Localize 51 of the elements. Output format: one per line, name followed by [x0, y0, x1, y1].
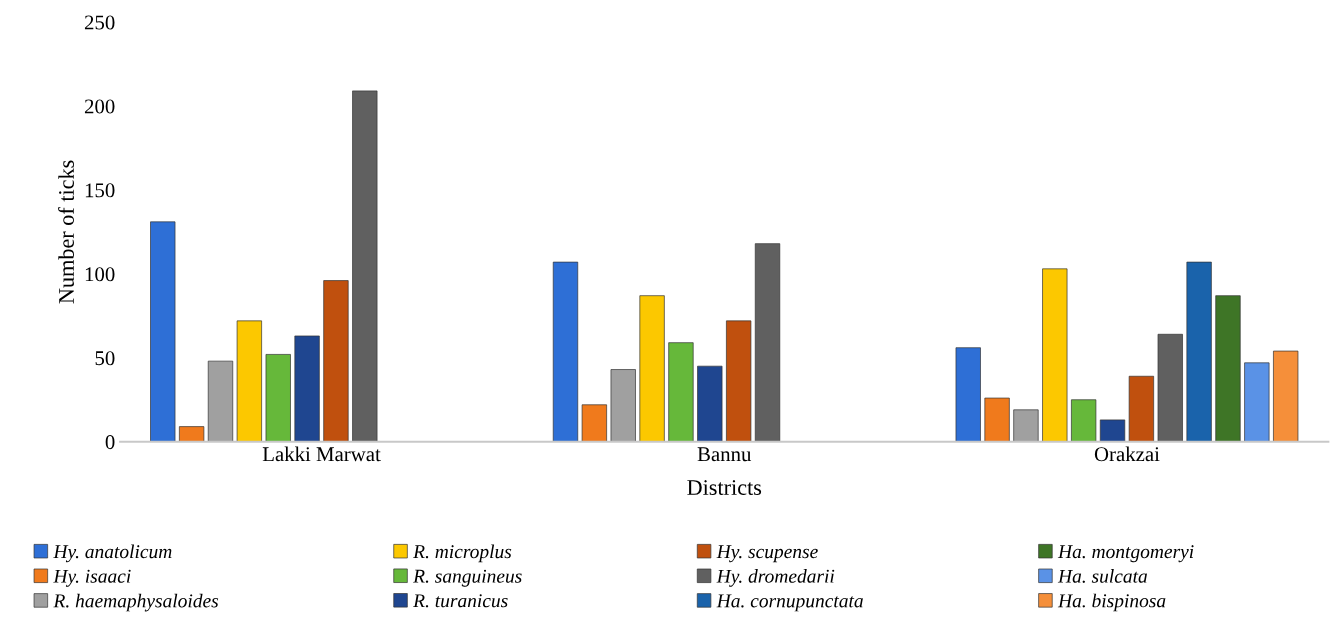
bar: [150, 221, 176, 442]
legend-label: Hy. scupense: [716, 545, 818, 563]
legend-label: R. turanicus: [413, 594, 508, 608]
bar: [697, 365, 723, 442]
bar: [726, 320, 752, 442]
x-axis-title: Districts: [687, 480, 762, 495]
bar: [1186, 261, 1212, 442]
bar: [610, 369, 636, 442]
y-axis-title: Number of ticks: [58, 160, 74, 304]
bar: [265, 354, 291, 442]
bar: [1099, 419, 1126, 442]
legend-label: Ha. montgomeryi: [1057, 545, 1194, 563]
y-tick-label: 200: [84, 99, 115, 114]
bar: [668, 342, 694, 442]
bar: [207, 360, 234, 442]
bar: [1128, 375, 1155, 442]
bar: [352, 90, 378, 442]
legend-label: Ha. sulcata: [1057, 569, 1147, 583]
legend-label: R. microplus: [413, 544, 512, 563]
legend-label: R. haemaphysaloides: [53, 593, 219, 612]
legend-label: Ha. bispinosa: [1057, 593, 1166, 612]
y-tick-label: 100: [85, 267, 115, 282]
bar: [1273, 350, 1299, 442]
legend-label: Ha. cornupunctata: [716, 594, 863, 612]
y-tick-label: 0: [105, 435, 115, 450]
legend-label: Hy. isaaci: [53, 569, 131, 587]
bar: [236, 320, 262, 442]
bar: [179, 426, 205, 442]
y-tick-label: 250: [84, 15, 115, 30]
bar: [552, 261, 579, 442]
bar: [294, 335, 320, 442]
bar: [1013, 409, 1039, 442]
bar: [1157, 333, 1183, 442]
bar: [639, 295, 665, 442]
legend-label: R. sanguineus: [413, 569, 522, 587]
x-tick-label: Orakzai: [1094, 446, 1160, 462]
bar: [955, 347, 981, 442]
bar: [984, 397, 1010, 442]
bar: [1215, 295, 1241, 442]
x-tick-label: Bannu: [697, 447, 752, 462]
bar: [323, 280, 349, 442]
y-tick-label: 50: [95, 351, 115, 366]
x-tick-label: Lakki Marwat: [262, 446, 381, 462]
legend-label: Hy. anatolicum: [53, 544, 172, 563]
bar: [581, 404, 607, 442]
legend-label: Hy. dromedarii: [716, 569, 835, 587]
bar: [1042, 268, 1068, 442]
y-tick-label: 150: [85, 183, 115, 198]
bar: [754, 243, 781, 442]
bar: [1071, 399, 1097, 442]
bar: [1244, 362, 1270, 442]
